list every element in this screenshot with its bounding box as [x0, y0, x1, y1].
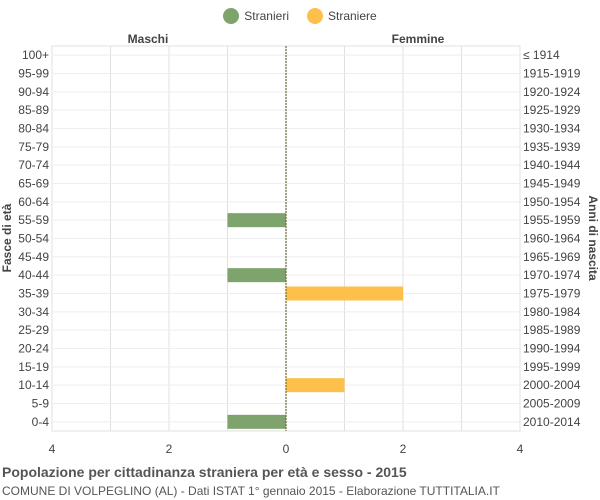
birth-year-label: 1930-1934 — [523, 122, 581, 136]
age-group-label: 80-84 — [18, 122, 49, 136]
age-group-label: 15-19 — [18, 360, 49, 374]
birth-year-label: 1965-1969 — [523, 250, 581, 264]
age-group-label: 35-39 — [18, 287, 49, 301]
age-group-label: 0-4 — [32, 415, 50, 429]
x-tick-label: 0 — [283, 442, 290, 456]
birth-year-label: 1960-1964 — [523, 232, 581, 246]
birth-year-label: 1985-1989 — [523, 323, 581, 337]
age-group-label: 10-14 — [18, 378, 49, 392]
x-tick-label: 2 — [400, 442, 407, 456]
birth-year-label: 1980-1984 — [523, 305, 581, 319]
age-group-label: 65-69 — [18, 177, 49, 191]
legend: Stranieri Straniere — [0, 7, 600, 25]
birth-year-label: 1975-1979 — [523, 287, 581, 301]
x-tick-label: 4 — [517, 442, 524, 456]
age-group-label: 70-74 — [18, 158, 49, 172]
age-group-label: 95-99 — [18, 67, 49, 81]
birth-year-label: 1920-1924 — [523, 85, 581, 99]
age-group-label: 40-44 — [18, 268, 49, 282]
bar-females-10-14 — [286, 378, 345, 393]
age-group-label: 100+ — [22, 48, 49, 62]
bars — [227, 46, 403, 431]
birth-year-label: 1915-1919 — [523, 67, 581, 81]
legend-label-males: Stranieri — [244, 9, 289, 23]
birth-year-label: 1925-1929 — [523, 103, 581, 117]
birth-year-label: 1945-1949 — [523, 177, 581, 191]
bar-males-55-59 — [227, 213, 286, 228]
bar-males-40-44 — [227, 268, 286, 283]
x-tick-label: 4 — [49, 442, 56, 456]
birth-year-label: 2000-2004 — [523, 378, 581, 392]
age-group-label: 55-59 — [18, 213, 49, 227]
males-header: Maschi — [128, 32, 169, 46]
birth-year-label: 2010-2014 — [523, 415, 581, 429]
birth-year-label: 2005-2009 — [523, 397, 581, 411]
age-group-label: 45-49 — [18, 250, 49, 264]
birth-year-label: 1950-1954 — [523, 195, 581, 209]
females-header: Femmine — [392, 32, 445, 46]
x-tick-label: 2 — [166, 442, 173, 456]
footer-subtitle: COMUNE DI VOLPEGLINO (AL) - Dati ISTAT 1… — [2, 484, 500, 498]
left-axis-label: Fasce di età — [0, 203, 14, 272]
age-group-label: 75-79 — [18, 140, 49, 154]
birth-year-label: 1995-1999 — [523, 360, 581, 374]
age-group-label: 30-34 — [18, 305, 49, 319]
birth-year-label: ≤ 1914 — [523, 48, 560, 62]
age-group-label: 60-64 — [18, 195, 49, 209]
footer-title: Popolazione per cittadinanza straniera p… — [2, 464, 407, 480]
legend-item-females[interactable]: Straniere — [306, 8, 377, 24]
legend-dot-males — [223, 8, 240, 24]
bar-females-35-39 — [286, 286, 403, 301]
legend-dot-females — [306, 8, 323, 24]
birth-year-label: 1955-1959 — [523, 213, 581, 227]
legend-item-males[interactable]: Stranieri — [223, 8, 289, 24]
age-group-label: 85-89 — [18, 103, 49, 117]
bar-males-0-4 — [227, 414, 286, 429]
birth-year-label: 1990-1994 — [523, 342, 581, 356]
age-group-label: 25-29 — [18, 323, 49, 337]
age-group-label: 5-9 — [32, 397, 50, 411]
age-group-label: 90-94 — [18, 85, 49, 99]
birth-year-label: 1970-1974 — [523, 268, 581, 282]
age-group-label: 50-54 — [18, 232, 49, 246]
birth-year-label: 1935-1939 — [523, 140, 581, 154]
age-group-label: 20-24 — [18, 342, 49, 356]
legend-label-females: Straniere — [327, 9, 377, 23]
population-pyramid-chart: 100+ ≤ 1914 95-99 1915-1919 90-94 1920-1924 85… — [0, 32, 600, 456]
birth-year-label: 1940-1944 — [523, 158, 581, 172]
labels: 100+ ≤ 1914 95-99 1915-1919 90-94 1920-1924 85… — [18, 48, 580, 456]
right-axis-label: Anni di nascita — [586, 195, 600, 281]
